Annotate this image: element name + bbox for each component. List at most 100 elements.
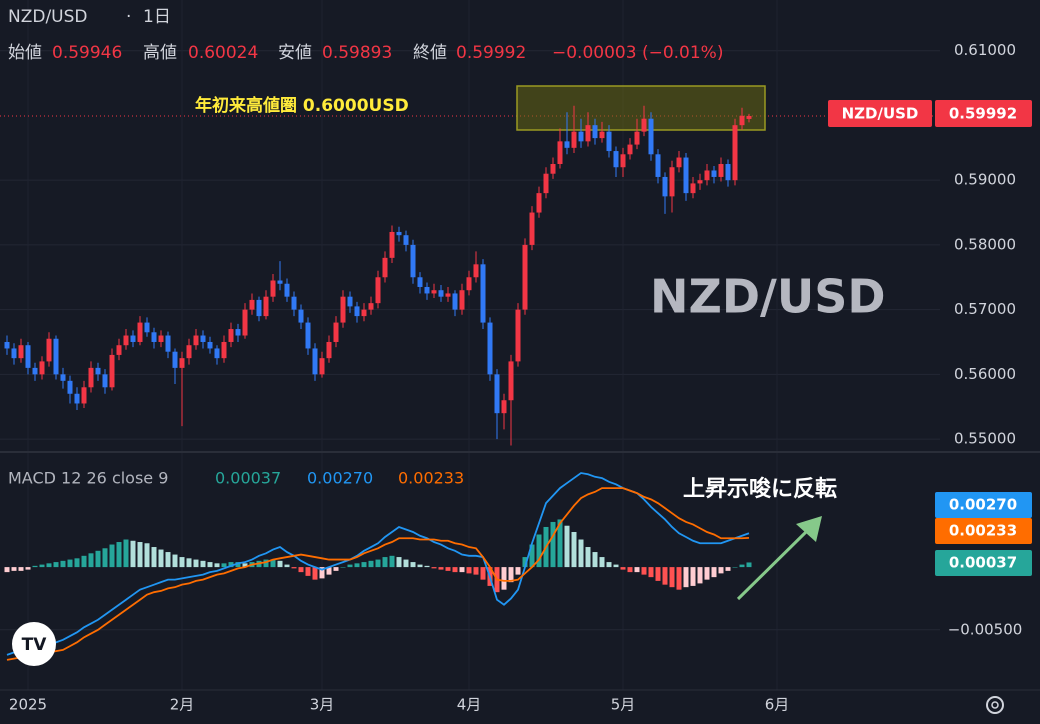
- histogram-bar: [613, 564, 619, 568]
- candle-body: [543, 173, 549, 194]
- candle-body: [585, 125, 591, 142]
- interval: 1日: [143, 7, 171, 27]
- hist-tag: [935, 550, 1032, 576]
- histogram-bar: [606, 562, 612, 568]
- histogram-bar: [151, 547, 157, 568]
- candle-body: [228, 329, 234, 342]
- histogram-bar: [466, 567, 472, 574]
- histogram-bar: [522, 557, 528, 568]
- candle-body: [186, 345, 192, 359]
- histogram-bar: [515, 567, 521, 575]
- histogram-bar: [725, 567, 731, 571]
- histogram-bar: [305, 567, 311, 576]
- histogram-bar: [445, 567, 451, 571]
- macd-tag: [935, 492, 1032, 518]
- candle-body: [81, 387, 87, 404]
- candle-body: [179, 358, 185, 368]
- candle-body: [452, 293, 458, 310]
- histogram-bar: [284, 564, 290, 568]
- candle-body: [144, 322, 150, 333]
- macd-hist-value: 0.00037: [215, 469, 281, 488]
- x-tick-label: 4月: [457, 696, 482, 714]
- candle-body: [298, 309, 304, 323]
- histogram-bar: [186, 558, 192, 568]
- histogram-bar: [571, 531, 577, 568]
- candle-body: [284, 283, 290, 297]
- candle-body: [529, 212, 535, 245]
- histogram-bar: [620, 567, 626, 570]
- histogram-bar: [480, 567, 486, 580]
- histogram-bar: [109, 544, 115, 568]
- histogram-bar: [221, 563, 227, 568]
- candle-body: [46, 338, 52, 362]
- candle-body: [627, 144, 633, 155]
- candle-body: [123, 335, 129, 346]
- histogram-bar: [277, 560, 283, 568]
- histogram-bar: [669, 567, 675, 588]
- marks: 0.61000 0.59000 0.58000 0.57000 0.56000 0.550…: [4, 41, 1022, 714]
- histogram-bar: [634, 567, 640, 573]
- candle-body: [32, 367, 38, 375]
- candle-body: [473, 264, 479, 278]
- settings-icon[interactable]: [986, 696, 1004, 714]
- histogram-bar: [242, 563, 248, 568]
- candle-body: [578, 131, 584, 142]
- candle-body: [599, 131, 605, 139]
- histogram-bar: [340, 567, 346, 568]
- macd-title: MACD 12 26 close 9: [8, 469, 168, 488]
- candle-body: [438, 290, 444, 297]
- histogram-bar: [557, 519, 563, 568]
- candle-body: [382, 257, 388, 278]
- candle-body: [494, 374, 500, 414]
- candle-body: [704, 170, 710, 181]
- histogram-bar: [662, 567, 668, 585]
- candle-body: [592, 125, 598, 139]
- candle-body: [662, 176, 668, 197]
- candle-body: [732, 125, 738, 181]
- candle-body: [354, 306, 360, 317]
- candle-body: [235, 329, 241, 336]
- histogram-bar: [732, 567, 738, 568]
- histogram-bar: [67, 559, 73, 568]
- candle-body: [571, 131, 577, 148]
- histogram-bar: [746, 562, 752, 568]
- histogram-bar: [578, 539, 584, 568]
- histogram-bar: [193, 559, 199, 568]
- candle-body: [711, 170, 717, 177]
- low-value: 0.59893: [322, 43, 392, 63]
- histogram-bar: [39, 564, 45, 568]
- change: −0.00003 (−0.01%): [552, 43, 723, 63]
- histogram-bar: [270, 559, 276, 568]
- macd-annotation: 上昇示唆に反転: [683, 476, 837, 502]
- price-tag: [935, 100, 1032, 127]
- histogram-bar: [389, 555, 395, 568]
- y-tick-label: 0.55000: [954, 430, 1016, 448]
- histogram-bar: [4, 567, 10, 573]
- histogram-bar: [319, 567, 325, 579]
- histogram-bar: [683, 567, 689, 588]
- open-label: 始値: [8, 43, 42, 63]
- histogram-bar: [102, 548, 108, 568]
- candle-body: [480, 264, 486, 323]
- candle-body: [669, 167, 675, 197]
- symbol: NZD/USD: [8, 7, 88, 27]
- histogram-bar: [697, 567, 703, 584]
- candle-body: [515, 309, 521, 362]
- histogram-bar: [592, 552, 598, 568]
- histogram-bar: [137, 542, 143, 568]
- histogram-bar: [431, 567, 437, 569]
- histogram-bar: [424, 565, 430, 568]
- watermark: NZD/USD: [650, 270, 886, 324]
- candle-body: [333, 322, 339, 342]
- candle-body: [242, 309, 248, 336]
- histogram-bar: [550, 521, 556, 568]
- histogram-bar: [333, 567, 339, 571]
- candle-body: [4, 341, 10, 349]
- candle-body: [11, 348, 17, 359]
- candle-body: [620, 154, 626, 168]
- histogram-bar: [214, 563, 220, 568]
- candle-body: [151, 332, 157, 342]
- candle-body: [67, 380, 73, 394]
- y-tick-label: 0.61000: [954, 41, 1016, 59]
